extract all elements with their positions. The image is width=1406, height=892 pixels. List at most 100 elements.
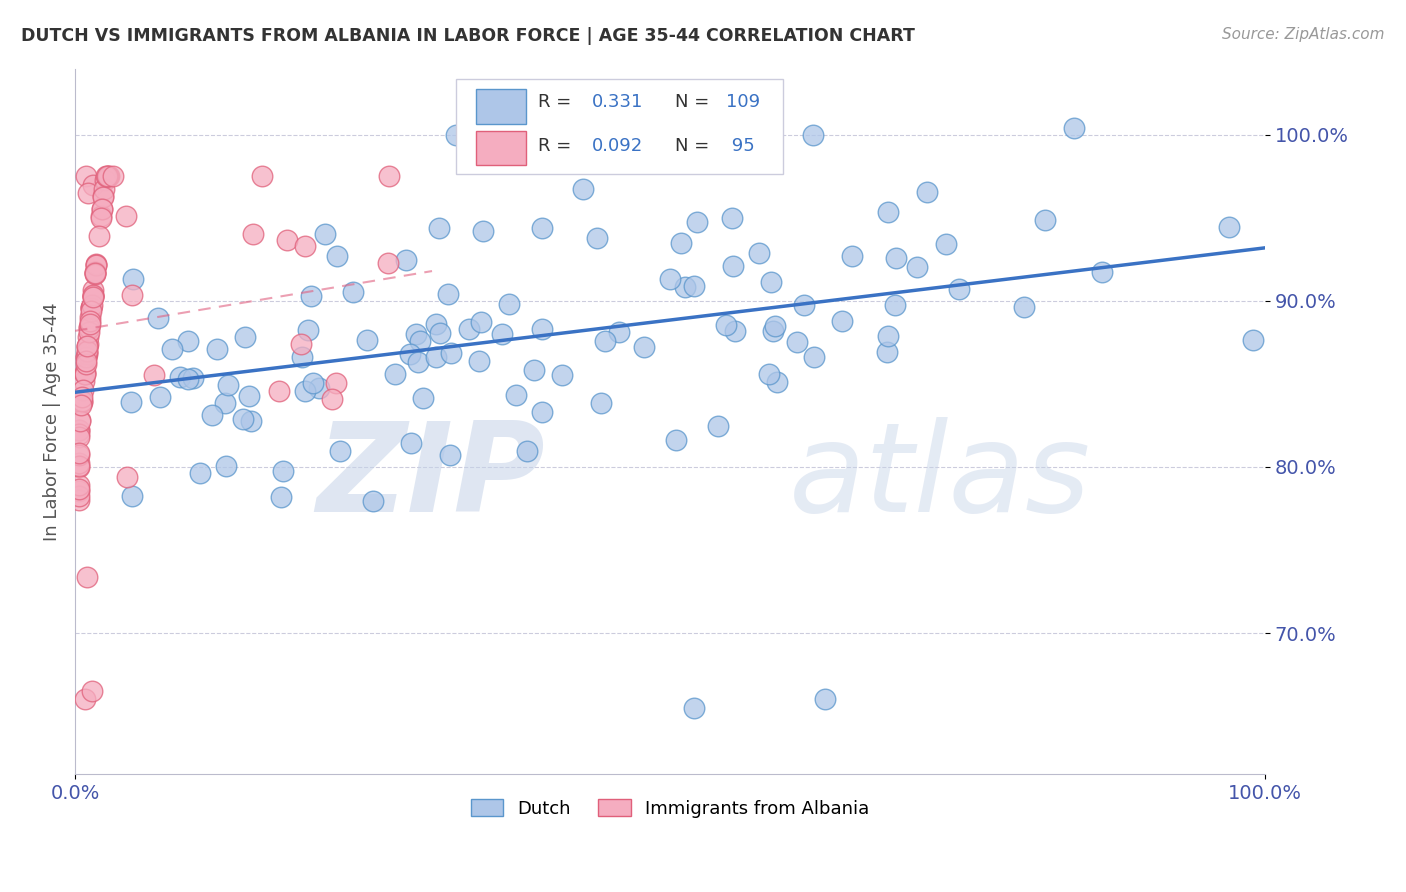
Point (75, 169, 97, 184)
Point (877, 204, 900, 219)
Point (67, 458, 90, 473)
Point (321, 392, 343, 406)
Point (917, 186, 939, 200)
Point (82, 289, 104, 303)
Point (935, 236, 957, 251)
Point (84, 265, 107, 279)
Point (200, 408, 222, 422)
Text: N =: N = (675, 137, 714, 155)
Point (468, 354, 491, 368)
Point (238, 388, 260, 402)
Point (207, 343, 229, 357)
Point (84, 257, 107, 271)
Point (658, 272, 681, 286)
Point (299, 289, 322, 303)
Point (76, 339, 98, 353)
Point (595, 334, 617, 349)
Point (82, 288, 104, 302)
Point (1241, 334, 1264, 348)
Point (786, 334, 808, 349)
Point (269, 384, 291, 399)
Point (76, 336, 98, 351)
Point (94, 169, 117, 184)
Point (70, 394, 93, 409)
Point (76, 340, 98, 354)
Point (276, 233, 298, 247)
Point (721, 259, 744, 273)
Point (214, 396, 236, 410)
Point (82, 178, 104, 192)
Point (67, 478, 90, 492)
Point (505, 388, 527, 402)
Point (188, 467, 211, 481)
Point (67, 489, 90, 503)
Point (75, 350, 97, 364)
Point (472, 224, 495, 238)
Point (67, 484, 90, 499)
Point (115, 209, 138, 223)
Point (115, 470, 138, 484)
Point (378, 169, 401, 184)
Point (748, 245, 770, 260)
Point (79, 320, 101, 334)
Point (399, 347, 422, 361)
Point (633, 341, 655, 355)
Text: R =: R = (538, 93, 576, 111)
Point (80, 298, 103, 312)
Point (79, 310, 101, 325)
Point (76, 569, 98, 583)
Point (377, 256, 399, 270)
Point (1033, 212, 1056, 227)
Point (429, 326, 451, 340)
Point (516, 444, 538, 458)
Point (76, 339, 98, 353)
Point (883, 298, 905, 312)
Point (440, 346, 463, 360)
Point (67, 423, 90, 437)
Point (522, 362, 544, 376)
Point (439, 448, 461, 462)
Point (80, 303, 103, 318)
Point (73, 367, 96, 381)
Point (762, 324, 785, 338)
Point (801, 128, 824, 142)
Point (531, 322, 554, 336)
Text: 109: 109 (725, 93, 761, 111)
Point (326, 249, 349, 263)
Point (291, 350, 314, 364)
Point (93, 173, 115, 187)
Point (83, 267, 105, 281)
Point (876, 329, 898, 343)
Point (67, 423, 90, 437)
Point (405, 326, 427, 341)
Point (409, 334, 432, 348)
Point (90, 202, 112, 216)
Point (80, 301, 103, 315)
Point (876, 345, 898, 359)
Point (665, 433, 688, 447)
Point (759, 275, 782, 289)
Point (586, 231, 609, 245)
Point (162, 342, 184, 356)
Point (682, 700, 704, 714)
Point (101, 169, 124, 184)
Point (707, 419, 730, 434)
Y-axis label: In Labor Force | Age 35-44: In Labor Force | Age 35-44 (44, 302, 60, 541)
Point (76, 347, 98, 361)
Point (444, 128, 467, 142)
Text: ZIP: ZIP (316, 417, 546, 538)
Point (325, 376, 347, 391)
Text: DUTCH VS IMMIGRANTS FROM ALBANIA IN LABOR FORCE | AGE 35-44 CORRELATION CHART: DUTCH VS IMMIGRANTS FROM ALBANIA IN LABO… (21, 27, 915, 45)
Point (87, 229, 110, 244)
Point (682, 279, 704, 293)
Point (232, 411, 254, 425)
Point (75, 350, 97, 364)
Point (290, 337, 312, 351)
Point (716, 318, 738, 333)
Point (67, 456, 90, 470)
Point (531, 221, 554, 235)
Point (270, 491, 292, 505)
Point (724, 324, 747, 338)
Point (673, 279, 696, 293)
Point (177, 334, 200, 348)
